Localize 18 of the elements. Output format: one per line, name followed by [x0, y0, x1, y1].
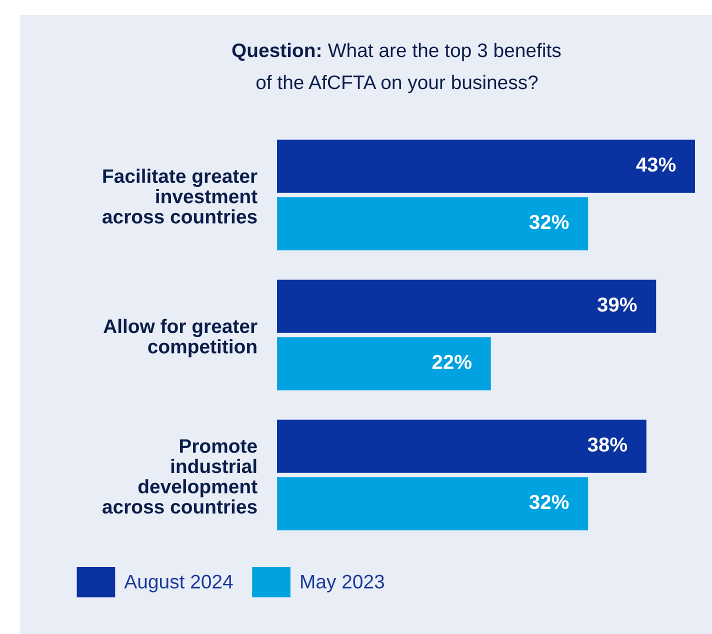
data-label: 43% [636, 157, 676, 172]
legend-label: August 2024 [124, 574, 233, 592]
data-label: 38% [588, 437, 628, 452]
chart-title: Question: What are the top 3 benefits of the AfCFTA on your business? [232, 42, 561, 94]
bar [277, 280, 656, 333]
data-label: 39% [597, 297, 637, 312]
data-label: 22% [432, 354, 472, 370]
bar [277, 337, 491, 390]
data-label: 32% [529, 494, 569, 510]
y-tick-label: Facilitate greater investment across countries [102, 168, 258, 224]
data-label: 32% [529, 214, 569, 230]
bar [277, 420, 646, 473]
y-tick-label: Allow for greater competition [104, 318, 258, 358]
legend-label: May 2023 [301, 574, 384, 592]
y-tick-label: Promote industrial development across countries [102, 439, 258, 514]
bar [277, 477, 588, 530]
bar [277, 197, 588, 250]
bar [277, 140, 695, 193]
